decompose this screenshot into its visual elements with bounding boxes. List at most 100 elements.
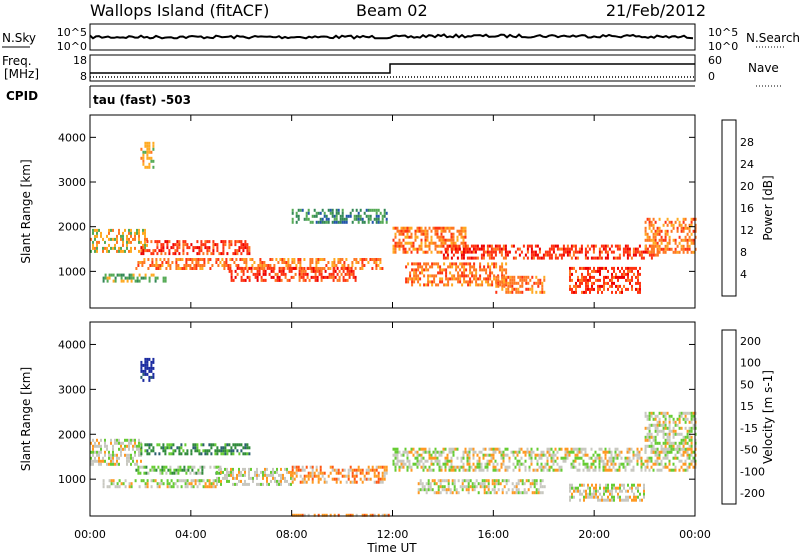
velocity-echo-cell xyxy=(319,471,322,475)
velocity-echo-cell xyxy=(516,459,519,463)
power-echo-cell xyxy=(644,226,647,230)
velocity-echo-cell xyxy=(434,447,437,451)
power-echo-cell xyxy=(169,267,172,270)
power-echo-cell xyxy=(498,244,501,248)
velocity-echo-cell xyxy=(169,468,172,472)
velocity-echo-cell xyxy=(666,465,669,469)
power-echo-cell xyxy=(227,267,230,270)
velocity-echo-cell xyxy=(552,462,555,466)
velocity-echo-cell xyxy=(191,468,194,472)
power-echo-cell xyxy=(420,241,423,245)
velocity-echo-cell xyxy=(333,477,336,481)
velocity-echo-cell xyxy=(166,479,169,483)
velocity-echo-cell xyxy=(299,480,302,484)
velocity-echo-cell xyxy=(446,462,449,466)
power-echo-cell xyxy=(597,278,599,282)
power-echo-cell xyxy=(208,246,211,250)
power-echo-cell xyxy=(291,211,294,215)
power-echo-cell xyxy=(680,229,683,233)
velocity-echo-cell xyxy=(670,429,673,433)
power-echo-cell xyxy=(142,246,145,250)
power-echo-band xyxy=(569,266,641,294)
velocity-echo-cell xyxy=(146,482,149,486)
velocity-echo-cell xyxy=(664,414,667,418)
power-echo-cell xyxy=(217,258,220,261)
velocity-echo-cell xyxy=(146,363,149,367)
power-echo-cell xyxy=(405,265,408,269)
velocity-echo-cell xyxy=(486,453,489,457)
power-echo-cell xyxy=(421,268,424,272)
power-echo-cell xyxy=(144,144,147,148)
power-echo-cell xyxy=(138,249,140,253)
velocity-echo-cell xyxy=(654,426,657,430)
velocity-echo-cell xyxy=(619,486,621,490)
velocity-echo-cell xyxy=(331,468,334,472)
power-echo-cell xyxy=(656,241,659,245)
power-echo-cell xyxy=(482,247,485,251)
power-echo-cell xyxy=(538,256,541,260)
power-ytick-label: 4000 xyxy=(58,131,86,144)
power-echo-cell xyxy=(151,261,154,264)
velocity-echo-cell xyxy=(587,492,589,496)
velocity-echo-cell xyxy=(484,462,487,466)
velocity-echo-cell xyxy=(614,453,617,457)
velocity-echo-cell xyxy=(472,450,475,454)
power-echo-cell xyxy=(444,238,447,242)
power-echo-cell xyxy=(580,250,583,254)
velocity-echo-cell xyxy=(442,450,445,454)
velocity-echo-cell xyxy=(204,452,207,456)
power-echo-cell xyxy=(359,217,362,221)
power-echo-cell xyxy=(319,211,322,215)
power-echo-cell xyxy=(116,273,119,277)
power-echo-cell xyxy=(156,243,159,247)
velocity-echo-cell xyxy=(90,441,92,445)
velocity-echo-cell xyxy=(291,471,294,475)
power-echo-cell xyxy=(680,244,683,248)
velocity-echo-cell xyxy=(351,513,354,517)
power-echo-cell xyxy=(458,232,461,236)
power-echo-cell xyxy=(558,253,561,257)
velocity-echo-cell xyxy=(604,453,607,457)
power-echo-cell xyxy=(560,256,563,260)
power-echo-cell xyxy=(416,247,419,251)
power-echo-cell xyxy=(599,287,601,291)
power-echo-cell xyxy=(130,231,132,235)
velocity-echo-cell xyxy=(173,468,176,472)
power-echo-cell xyxy=(514,250,517,254)
velocity-echo-cell xyxy=(650,414,653,418)
power-echo-cell xyxy=(676,250,679,254)
power-echo-cell xyxy=(638,250,641,254)
velocity-echo-cell xyxy=(674,429,677,433)
power-echo-cell xyxy=(595,269,597,273)
velocity-ylabel: Slant Range [km] xyxy=(19,367,33,471)
power-echo-cell xyxy=(102,276,105,280)
velocity-echo-cell xyxy=(266,467,268,471)
power-echo-cell xyxy=(666,244,669,248)
velocity-echo-cell xyxy=(132,459,134,463)
power-echo-cell xyxy=(275,258,278,261)
power-echo-cell xyxy=(262,272,265,276)
power-echo-cell xyxy=(501,265,504,269)
power-echo-cell xyxy=(178,252,181,256)
power-echo-cell xyxy=(191,258,194,261)
velocity-echo-cell xyxy=(528,450,531,454)
power-echo-cell xyxy=(434,244,437,248)
power-echo-cell xyxy=(206,240,209,244)
power-echo-cell xyxy=(678,223,681,227)
velocity-echo-cell xyxy=(541,491,544,495)
velocity-echo-cell xyxy=(538,465,541,469)
power-echo-cell xyxy=(488,256,491,260)
power-echo-cell xyxy=(446,256,449,260)
power-echo-cell xyxy=(471,274,474,278)
velocity-echo-cell xyxy=(450,450,453,454)
power-echo-cell xyxy=(146,141,149,145)
velocity-echo-cell xyxy=(536,447,539,451)
velocity-echo-cell xyxy=(112,462,114,466)
power-echo-cell xyxy=(94,237,96,241)
velocity-echo-cell xyxy=(152,357,155,361)
velocity-echo-cell xyxy=(168,452,171,456)
velocity-echo-cell xyxy=(638,450,641,454)
velocity-echo-cell xyxy=(361,513,364,517)
power-echo-cell xyxy=(122,273,125,277)
velocity-echo-cell xyxy=(426,459,429,463)
